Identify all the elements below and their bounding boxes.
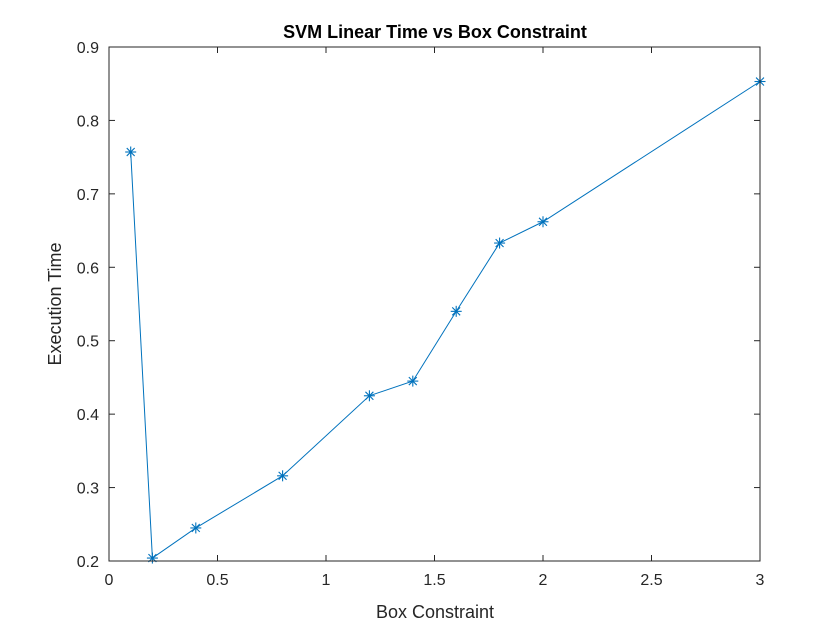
data-point-marker <box>363 390 375 402</box>
chart-title: SVM Linear Time vs Box Constraint <box>283 22 587 42</box>
x-tick-label: 1 <box>322 572 331 589</box>
axes-box <box>108 46 761 562</box>
data-point-marker <box>190 522 202 534</box>
axes-frame <box>108 46 761 562</box>
data-point-marker <box>125 146 137 158</box>
y-tick-label: 0.7 <box>77 187 99 204</box>
data-point-marker <box>407 375 419 387</box>
x-tick-label: 2 <box>539 572 548 589</box>
axis-ticks: 0 0.5 1 1.5 2 2.5 3 0.2 0.3 0.4 0.5 0.6 0.7 0.8 0.9 <box>77 40 765 589</box>
x-tick-label: 0.5 <box>206 572 228 589</box>
data-point-marker <box>146 552 158 564</box>
series-line <box>130 81 761 559</box>
y-tick-label: 0.6 <box>77 260 99 277</box>
y-axis-label: Execution Time <box>45 242 65 365</box>
plot-area <box>109 47 760 561</box>
y-tick-label: 0.8 <box>77 113 99 130</box>
y-tick-label: 0.3 <box>77 481 99 498</box>
data-point-marker <box>450 305 462 317</box>
data-point-marker <box>277 470 289 482</box>
series-layer <box>125 76 766 564</box>
x-tick-label: 2.5 <box>640 572 662 589</box>
y-tick-label: 0.4 <box>77 407 99 424</box>
data-point-marker <box>494 237 506 249</box>
y-tick-label: 0.2 <box>77 554 99 571</box>
x-tick-label: 3 <box>756 572 765 589</box>
y-tick-label: 0.9 <box>77 40 99 57</box>
x-axis-label: Box Constraint <box>376 602 494 622</box>
x-tick-label: 0 <box>105 572 114 589</box>
y-tick-label: 0.5 <box>77 334 99 351</box>
x-tick-label: 1.5 <box>423 572 445 589</box>
data-point-marker <box>537 216 549 228</box>
